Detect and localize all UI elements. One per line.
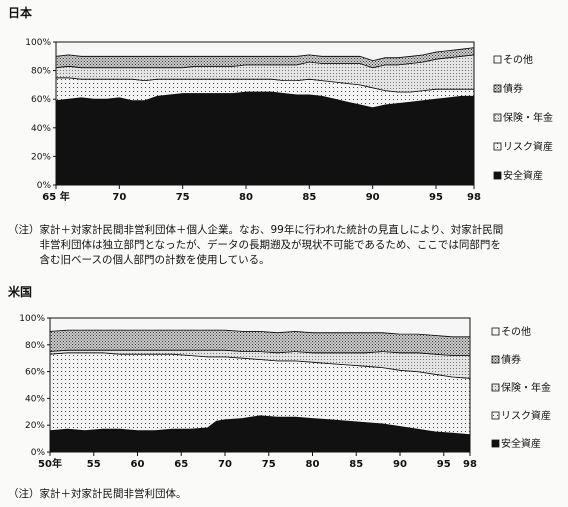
y-tick-label: 20%: [25, 421, 45, 431]
legend-swatch-risk: [493, 142, 502, 151]
x-tick-label: 98: [467, 192, 481, 203]
plot-frame: [49, 317, 471, 453]
legend-swatch-bonds: [493, 84, 502, 93]
legend-swatch-safe: [493, 171, 502, 180]
x-tick-label: 98: [463, 459, 477, 470]
x-tick-label: 95: [429, 192, 443, 203]
x-tick-label: 65: [174, 459, 188, 470]
x-tick-label: 60: [131, 459, 145, 470]
note-japan: （注）家計＋対家計民間非営利団体＋個人企業。なお、99年に行われた統計の見直しに…: [8, 224, 504, 266]
legend-swatch-insurance: [491, 383, 500, 392]
x-tick-label: 90: [366, 192, 380, 203]
legend-label-bonds: 債券: [503, 82, 523, 95]
chart-us: 0% 20% 40% 60% 80% 100% 50年 55 60 65 70 75 80 85 90 95 9…: [19, 314, 551, 470]
x-tick-label: 80: [239, 192, 253, 203]
legend-label-insurance: 保険・年金: [501, 381, 551, 394]
y-tick-label: 40%: [25, 394, 45, 404]
x-tick-label: 70: [218, 459, 232, 470]
x-tick-label: 75: [262, 459, 276, 470]
x-tick-label: 85: [349, 459, 363, 470]
legend-swatch-other: [493, 55, 502, 64]
y-tick-label: 20%: [31, 152, 51, 162]
x-tick-label: 65 年: [42, 190, 69, 203]
note-us: （注）家計＋対家計民間非営利団体。: [8, 488, 187, 500]
x-tick-label: 70: [112, 192, 126, 203]
chart-japan: 0% 20% 40% 60% 80% 100% 65 年 70 75 80 85 90 95 98 その他債…: [25, 38, 553, 203]
plot-frame: [55, 41, 475, 186]
legend-label-other: その他: [503, 53, 533, 66]
chart-title-us: 米国: [8, 285, 33, 299]
legend-label-risk: リスク資産: [503, 140, 553, 153]
legend-label-other: その他: [501, 325, 531, 338]
x-tick-label: 95: [437, 459, 451, 470]
y-tick-label: 80%: [25, 341, 45, 351]
y-tick-label: 0%: [31, 448, 46, 458]
y-tick-label: 80%: [31, 67, 51, 77]
x-tick-label: 90: [393, 459, 407, 470]
y-tick-label: 60%: [31, 95, 51, 105]
legend-swatch-other: [491, 327, 500, 336]
legend-label-bonds: 債券: [501, 353, 521, 366]
chart-title-japan: 日本: [8, 6, 33, 20]
legend-label-risk: リスク資産: [501, 409, 551, 422]
y-tick-label: 40%: [31, 124, 51, 134]
x-tick-label: 55: [87, 459, 101, 470]
legend-swatch-insurance: [493, 113, 502, 122]
legend-swatch-safe: [491, 439, 500, 448]
legend-swatch-bonds: [491, 355, 500, 364]
x-tick-label: 85: [302, 192, 316, 203]
legend-label-safe: 安全資産: [503, 169, 543, 182]
legend-label-safe: 安全資産: [501, 437, 541, 450]
x-tick-label: 75: [176, 192, 190, 203]
legend-swatch-risk: [491, 411, 500, 420]
y-tick-label: 100%: [25, 38, 51, 48]
x-tick-label: 50年: [38, 457, 62, 470]
x-tick-label: 80: [306, 459, 320, 470]
legend-label-insurance: 保険・年金: [503, 111, 553, 124]
y-tick-label: 60%: [25, 368, 45, 378]
y-tick-label: 100%: [19, 314, 45, 324]
area-safe: [55, 91, 475, 186]
y-tick-label: 0%: [37, 181, 52, 191]
